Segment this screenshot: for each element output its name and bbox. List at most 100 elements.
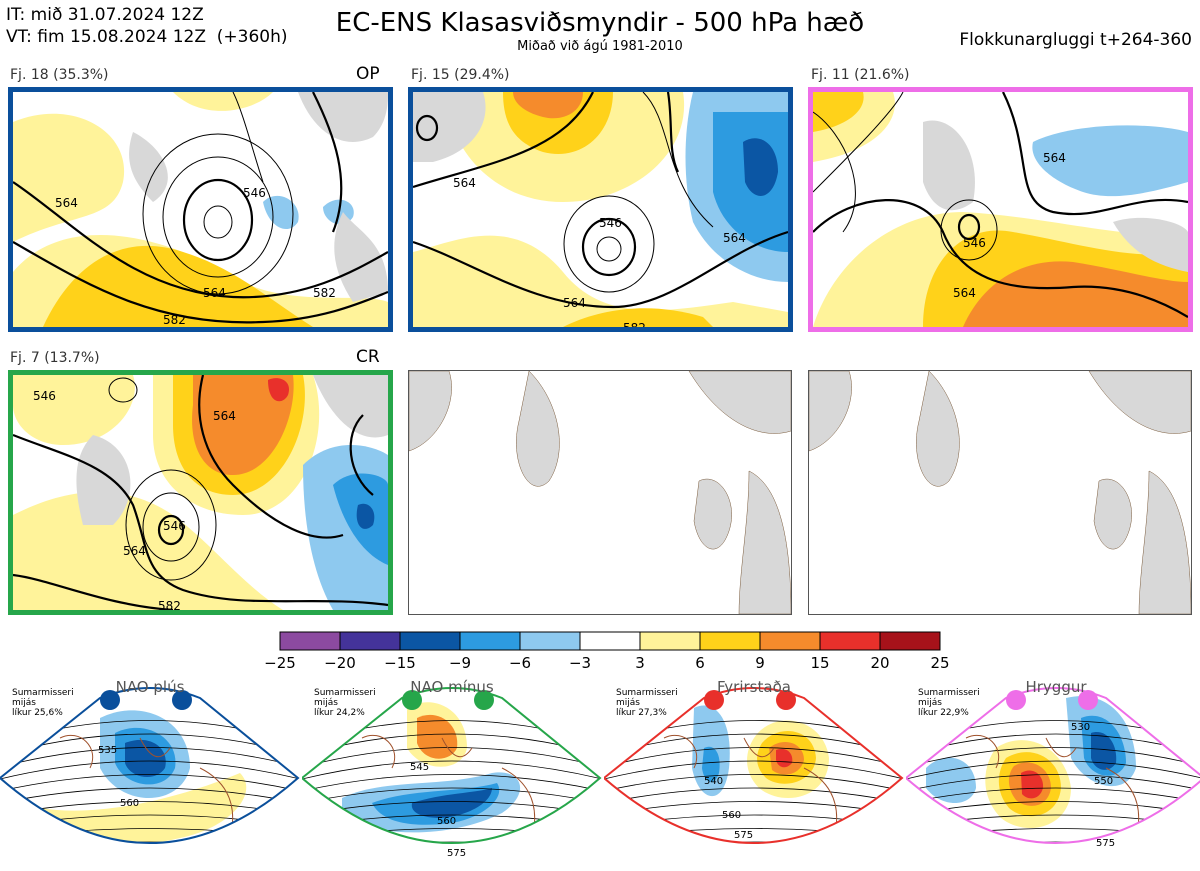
cluster-panel-2: 564 546 564 564 582 (408, 87, 793, 332)
regime-note: Sumarmisseri mijás líkur 27,3% (616, 688, 678, 718)
regime-dot (172, 690, 192, 710)
contour-label: 582 (313, 286, 336, 300)
contour-label: 575 (1096, 838, 1115, 849)
contour-label: 564 (453, 176, 476, 190)
colorbar-segment (759, 631, 821, 651)
regime-title: NAO mínus (410, 678, 494, 696)
regime-1: 535 560 NAO plús Sumarmisseri mijás líkur 25,… (0, 678, 300, 871)
colorbar-tick-label: 9 (755, 654, 765, 672)
height-contour (302, 760, 600, 780)
height-contour (906, 856, 1200, 864)
regime-note-line: líkur 24,2% (314, 708, 365, 718)
regime-note: Sumarmisseri mijás líkur 25,6% (12, 688, 74, 718)
contour-label: 564 (213, 409, 236, 423)
contour-label: 564 (123, 544, 146, 558)
height-contour (302, 747, 600, 768)
height-contour (0, 760, 298, 780)
height-contour (906, 733, 1200, 756)
colorbar-segment (279, 631, 341, 651)
colorbar-tick-label: 3 (635, 654, 645, 672)
contour-label: 540 (704, 776, 723, 787)
page-subtitle: Miðað við ágú 1981-2010 (517, 39, 683, 54)
height-contour (0, 774, 298, 792)
contour-label: 582 (158, 599, 181, 610)
coastline (361, 734, 557, 843)
height-contour (302, 787, 600, 804)
regime-title: Fyrirstaða (717, 678, 791, 696)
height-contour (604, 774, 902, 792)
regime-dot (100, 690, 120, 710)
empty-panel-6 (808, 370, 1192, 615)
regime-note-line: mijás (12, 698, 36, 708)
panel-4-tag: CR (356, 347, 380, 367)
anomaly-patch (926, 757, 976, 803)
regime-map: 540 560 575 (604, 687, 904, 864)
height-contour (604, 801, 902, 816)
colorbar-tick-label: 20 (870, 654, 890, 672)
colorbar-segment (399, 631, 461, 651)
height-contour (302, 828, 600, 840)
regime-dot (474, 690, 494, 710)
colorbar-segment (699, 631, 761, 651)
anomaly-patch (776, 748, 793, 768)
valid-time: VT: fim 15.08.2024 12Z (+360h) (6, 27, 288, 47)
regime-dot (402, 690, 422, 710)
contour-label: 564 (55, 196, 78, 210)
panel-2-label: Fj. 15 (29.4%) (411, 67, 510, 83)
regime-3: 540 560 575 Fyrirstaða Sumarmisseri mijás líku… (604, 678, 904, 871)
colorbar-segment (639, 631, 701, 651)
height-contour (604, 828, 902, 840)
cluster-panel-3: 546 564 564 (808, 87, 1193, 332)
contour-label: 575 (447, 848, 466, 859)
regime-title: Hryggur (1025, 678, 1087, 696)
regime-note-line: mijás (314, 698, 338, 708)
anomaly-patch (125, 739, 166, 778)
regime-note-line: Sumarmisseri (918, 688, 980, 698)
regime-dot (704, 690, 724, 710)
height-contour (906, 774, 1200, 792)
contour-label: 564 (203, 286, 226, 300)
colorbar-segment (519, 631, 581, 651)
contour-label: 564 (953, 286, 976, 300)
regime-note-line: mijás (616, 698, 640, 708)
contour-label: 560 (437, 816, 456, 827)
height-contour (906, 828, 1200, 840)
panel-1-tag: OP (356, 64, 380, 84)
regime-note: Sumarmisseri mijás líkur 24,2% (314, 688, 376, 718)
anomaly-patch (411, 788, 492, 818)
height-contour (302, 774, 600, 792)
regime-note-line: Sumarmisseri (12, 688, 74, 698)
anomaly-patch (1091, 732, 1117, 770)
header-info: IT: mið 31.07.2024 12Z VT: fim 15.08.2024… (6, 4, 288, 48)
regime-title: NAO plús (115, 678, 185, 696)
colorbar-tick-label: 6 (695, 654, 705, 672)
cluster-map-4: 546 546 564 564 582 (13, 375, 388, 610)
regime-dot (1078, 690, 1098, 710)
colorbar-segment (459, 631, 521, 651)
cluster-map-3: 546 564 564 (813, 92, 1188, 327)
regime-outline (0, 687, 300, 844)
anomaly-patch (1021, 770, 1044, 799)
regime-outline (302, 687, 602, 844)
contour-label: 535 (98, 745, 117, 756)
regime-dot (1006, 690, 1026, 710)
colorbar-tick-label: 15 (810, 654, 830, 672)
height-contour (604, 856, 904, 864)
initial-time: IT: mið 31.07.2024 12Z (6, 5, 204, 25)
colorbar-tick-label: −6 (508, 654, 532, 672)
colorbar-segment (819, 631, 881, 651)
height-contour (604, 814, 902, 828)
contour-label: 546 (963, 236, 986, 250)
regime-dot (776, 690, 796, 710)
contour-label: 564 (723, 231, 746, 245)
height-contour (906, 787, 1200, 804)
height-contour (604, 787, 902, 804)
empty-map-5 (409, 371, 791, 614)
cluster-map-2: 564 546 564 564 582 (413, 92, 788, 327)
regime-note-line: líkur 25,6% (12, 708, 63, 718)
cluster-panel-4: 546 546 564 564 582 (8, 370, 393, 615)
coastline (663, 734, 859, 843)
regime-outline (906, 687, 1200, 844)
colorbar-segment (879, 631, 941, 651)
coastline (965, 734, 1161, 843)
